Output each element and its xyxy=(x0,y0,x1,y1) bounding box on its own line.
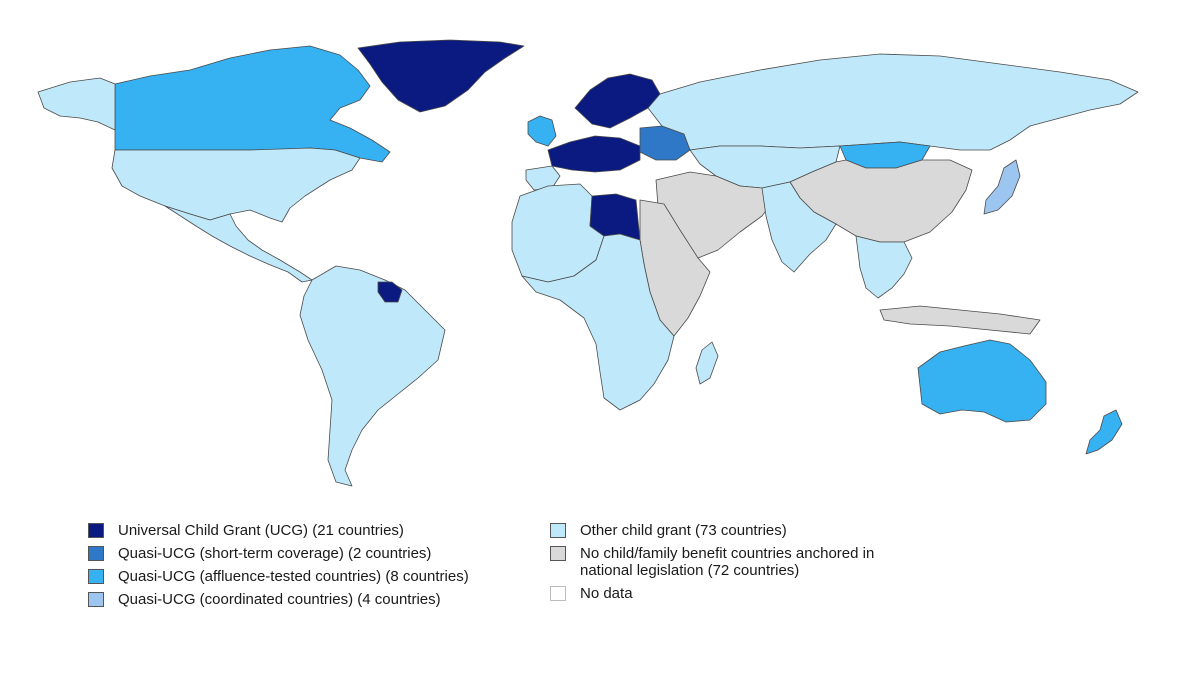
region-united-states xyxy=(112,148,360,222)
region-canada xyxy=(115,46,390,162)
legend-item-quasi-affluence: Quasi-UCG (affluence-tested countries) (… xyxy=(88,568,469,585)
legend-label-nodata: No data xyxy=(580,585,874,602)
legend-swatch-quasi-affluence xyxy=(88,569,104,584)
legend-swatch-other xyxy=(550,523,566,538)
region-south-america xyxy=(300,266,445,486)
world-map-svg xyxy=(0,0,1200,500)
legend-label-quasi-affluence: Quasi-UCG (affluence-tested countries) (… xyxy=(118,568,469,585)
legend-item-quasi-short: Quasi-UCG (short-term coverage) (2 count… xyxy=(88,545,469,562)
region-indonesia xyxy=(880,306,1040,334)
legend-label-ucg: Universal Child Grant (UCG) (21 countrie… xyxy=(118,522,469,539)
legend-item-nodata: No data xyxy=(550,585,874,602)
map-legend: Universal Child Grant (UCG) (21 countrie… xyxy=(88,522,1128,622)
region-mexico-central-america xyxy=(165,206,312,282)
legend-item-none: No child/family benefit countries anchor… xyxy=(550,545,874,579)
world-map xyxy=(0,0,1200,500)
legend-swatch-nodata xyxy=(550,586,566,601)
region-western-europe xyxy=(548,136,640,172)
region-madagascar xyxy=(696,342,718,384)
region-russia xyxy=(648,54,1138,150)
legend-swatch-quasi-coord xyxy=(88,592,104,607)
region-nordics xyxy=(575,74,660,128)
legend-item-other: Other child grant (73 countries) xyxy=(550,522,874,539)
region-greenland xyxy=(358,40,524,112)
region-australia xyxy=(918,340,1046,422)
legend-column-left: Universal Child Grant (UCG) (21 countrie… xyxy=(88,522,469,614)
legend-swatch-quasi-short xyxy=(88,546,104,561)
legend-label-quasi-short: Quasi-UCG (short-term coverage) (2 count… xyxy=(118,545,469,562)
region-new-zealand xyxy=(1086,410,1122,454)
legend-label-quasi-coord: Quasi-UCG (coordinated countries) (4 cou… xyxy=(118,591,469,608)
legend-label-other: Other child grant (73 countries) xyxy=(580,522,874,539)
region-japan xyxy=(984,160,1020,214)
legend-column-right: Other child grant (73 countries) No chil… xyxy=(550,522,874,608)
legend-item-quasi-coord: Quasi-UCG (coordinated countries) (4 cou… xyxy=(88,591,469,608)
legend-item-ucg: Universal Child Grant (UCG) (21 countrie… xyxy=(88,522,469,539)
region-uk-ireland xyxy=(528,116,556,146)
legend-swatch-ucg xyxy=(88,523,104,538)
legend-label-none: No child/family benefit countries anchor… xyxy=(580,545,874,579)
region-southeast-asia xyxy=(856,236,912,298)
region-alaska xyxy=(38,78,115,130)
legend-swatch-none xyxy=(550,546,566,561)
